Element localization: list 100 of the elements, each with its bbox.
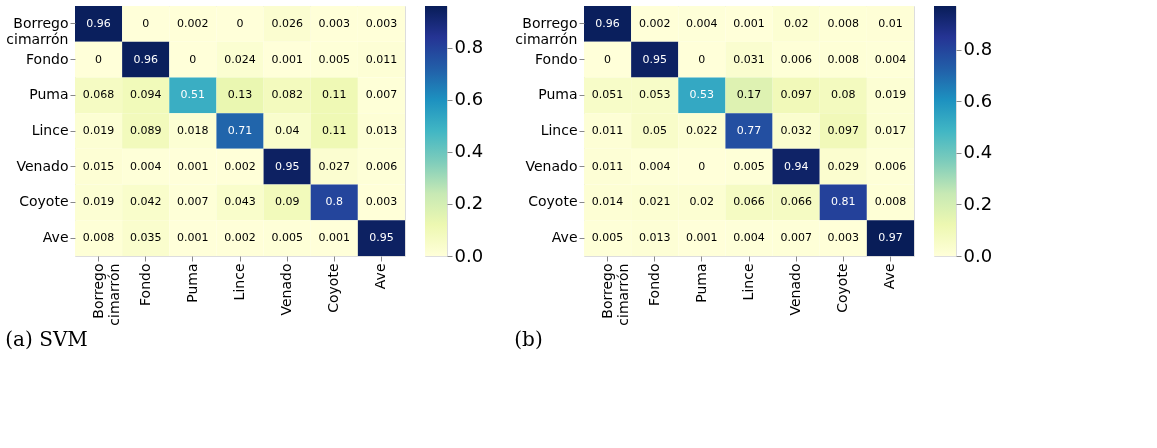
color-bar-label: 0.4 — [454, 140, 484, 162]
data-label: 0.011 — [365, 52, 398, 66]
data-label: 0 — [142, 16, 150, 30]
color-bar-label: 0.2 — [963, 192, 993, 214]
data-label: 0 — [698, 159, 706, 173]
data-label: 0.082 — [271, 88, 303, 102]
data-label: 0.001 — [271, 52, 303, 66]
data-label: 0.097 — [780, 88, 812, 102]
y-tick-label: Puma — [538, 86, 578, 103]
data-label: 0.014 — [591, 195, 624, 209]
y-tick-label: Venado — [525, 157, 578, 174]
data-label: 0.51 — [180, 88, 206, 102]
data-label: 0.02 — [689, 195, 715, 209]
data-label: 0.007 — [177, 195, 209, 209]
data-label: 0.008 — [827, 16, 860, 30]
data-label: 0.71 — [227, 124, 253, 137]
data-label: 0.005 — [271, 231, 303, 245]
data-label: 0.029 — [827, 159, 860, 173]
data-label: 0 — [604, 52, 612, 66]
data-label: 0.95 — [369, 231, 394, 245]
data-label: 0.024 — [224, 52, 256, 66]
y-tick-label: Fondo — [535, 50, 578, 67]
data-label: 0.95 — [274, 159, 300, 173]
data-label: 0.002 — [224, 231, 256, 245]
data-label: 0.013 — [365, 124, 398, 137]
color-bar-label: 0.2 — [454, 192, 484, 214]
data-label: 0.02 — [783, 16, 809, 30]
data-label: 0.004 — [874, 52, 907, 66]
data-label: 0.027 — [318, 159, 351, 173]
x-tick-label: Venado — [278, 263, 295, 316]
x-tick-label: Lince — [231, 263, 247, 301]
data-label: 0.004 — [733, 231, 765, 245]
data-label: 0 — [236, 16, 244, 30]
data-label: 0.96 — [133, 52, 158, 66]
x-tick-label: Borrego cimarrón — [598, 263, 631, 326]
data-label: 0.11 — [322, 124, 347, 137]
y-tick-label: Fondo — [26, 50, 69, 67]
data-label: 0.001 — [318, 231, 351, 245]
x-tick-label: Lince — [740, 263, 756, 301]
data-label: 0.022 — [686, 124, 718, 137]
y-tick-label: Lince — [540, 122, 578, 138]
data-label: 0 — [189, 52, 197, 66]
data-label: 0.94 — [783, 159, 809, 173]
data-label: 0.031 — [733, 52, 765, 66]
y-tick-label: Puma — [29, 86, 69, 103]
data-label: 0.008 — [82, 231, 115, 245]
data-label: 0.097 — [827, 124, 860, 137]
data-label: 0.17 — [736, 88, 762, 102]
data-label: 0.017 — [874, 124, 907, 137]
data-label: 0.77 — [736, 124, 762, 137]
y-tick-label: Venado — [16, 157, 69, 174]
data-label: 0.13 — [227, 88, 253, 102]
data-label: 0.005 — [733, 159, 765, 173]
data-label: 0.003 — [318, 16, 351, 30]
data-label: 0.008 — [827, 52, 860, 66]
data-label: 0.01 — [878, 16, 903, 30]
data-label: 0.97 — [878, 231, 903, 245]
data-label: 0.002 — [177, 16, 209, 30]
data-label: 0.004 — [129, 159, 162, 173]
y-tick-label: Coyote — [19, 193, 69, 210]
data-label: 0.001 — [177, 231, 209, 245]
x-tick-label: Borrego cimarrón — [89, 263, 122, 326]
data-label: 0.05 — [642, 124, 667, 137]
color-bar-label: 0.0 — [963, 244, 993, 266]
data-label: 0.019 — [82, 195, 115, 209]
color-bar-label: 0.6 — [454, 88, 484, 110]
data-label: 0.08 — [831, 88, 856, 102]
color-bar-label: 0.0 — [454, 244, 484, 266]
data-label: 0.003 — [365, 195, 398, 209]
x-tick-label: Coyote — [325, 263, 342, 313]
data-label: 0.8 — [325, 195, 344, 209]
y-tick-label: Ave — [551, 229, 578, 246]
x-tick-label: Coyote — [834, 263, 851, 313]
data-label: 0.006 — [365, 159, 398, 173]
data-label: 0.018 — [177, 124, 209, 137]
data-label: 0.032 — [780, 124, 812, 137]
data-label: 0.005 — [318, 52, 351, 66]
data-label: 0.003 — [365, 16, 398, 30]
data-label: 0 — [698, 52, 706, 66]
data-label: 0.004 — [686, 16, 718, 30]
data-label: 0.008 — [874, 195, 907, 209]
x-tick-label: Ave — [372, 263, 389, 290]
data-label: 0.002 — [224, 159, 256, 173]
data-label: 0.019 — [82, 124, 115, 137]
data-label: 0.089 — [129, 124, 162, 137]
data-label: 0.002 — [638, 16, 671, 30]
y-tick-label: Coyote — [528, 193, 578, 210]
x-tick-label: Venado — [787, 263, 804, 316]
data-label: 0.011 — [591, 124, 624, 137]
x-tick-label: Puma — [692, 263, 709, 303]
data-label: 0.005 — [591, 231, 624, 245]
color-bar-label: 0.8 — [963, 38, 993, 60]
data-label: 0.53 — [689, 88, 715, 102]
data-label: 0.068 — [82, 88, 115, 102]
data-label: 0.053 — [638, 88, 671, 102]
data-label: 0.066 — [733, 195, 765, 209]
y-tick-label: Borrego cimarrón — [515, 14, 578, 47]
data-label: 0.042 — [129, 195, 162, 209]
data-label: 0.013 — [638, 231, 671, 245]
data-label: 0.95 — [642, 52, 667, 66]
